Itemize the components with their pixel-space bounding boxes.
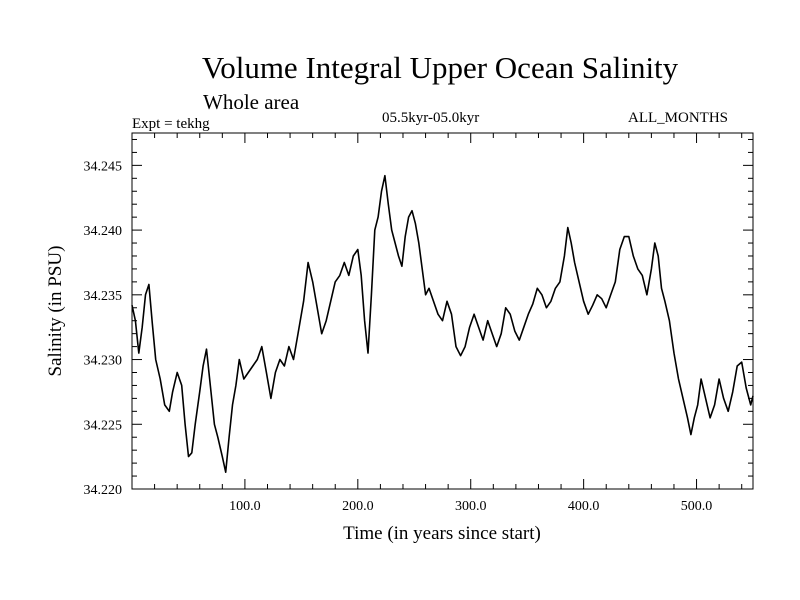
x-tick-label: 400.0 bbox=[568, 499, 600, 514]
y-axis-label: Salinity (in PSU) bbox=[45, 246, 66, 377]
tick-labels: 100.0 200.0 300.0 400.0 500.0 34.220 34.225 34.… bbox=[84, 159, 713, 514]
experiment-label: Expt = tekhg bbox=[132, 116, 210, 132]
plot-frame bbox=[131, 132, 754, 490]
chart-title: Volume Integral Upper Ocean Salinity bbox=[201, 50, 679, 85]
period-label: 05.5kyr-05.0kyr bbox=[382, 110, 480, 126]
axis-ticks bbox=[132, 133, 753, 489]
salinity-series-line bbox=[131, 174, 754, 473]
x-tick-label: 500.0 bbox=[681, 499, 713, 514]
x-axis-label: Time (in years since start) bbox=[343, 523, 541, 544]
y-tick-label: 34.235 bbox=[84, 289, 123, 304]
x-tick-label: 200.0 bbox=[342, 499, 374, 514]
chart-subtitle: Whole area bbox=[203, 90, 300, 114]
y-tick-label: 34.220 bbox=[84, 483, 123, 498]
months-label: ALL_MONTHS bbox=[628, 110, 728, 126]
y-tick-label: 34.245 bbox=[84, 159, 123, 174]
y-tick-label: 34.230 bbox=[84, 354, 123, 369]
y-tick-label: 34.240 bbox=[84, 224, 123, 239]
x-tick-label: 100.0 bbox=[229, 499, 261, 514]
y-tick-label: 34.225 bbox=[84, 418, 123, 433]
x-tick-label: 300.0 bbox=[455, 499, 487, 514]
